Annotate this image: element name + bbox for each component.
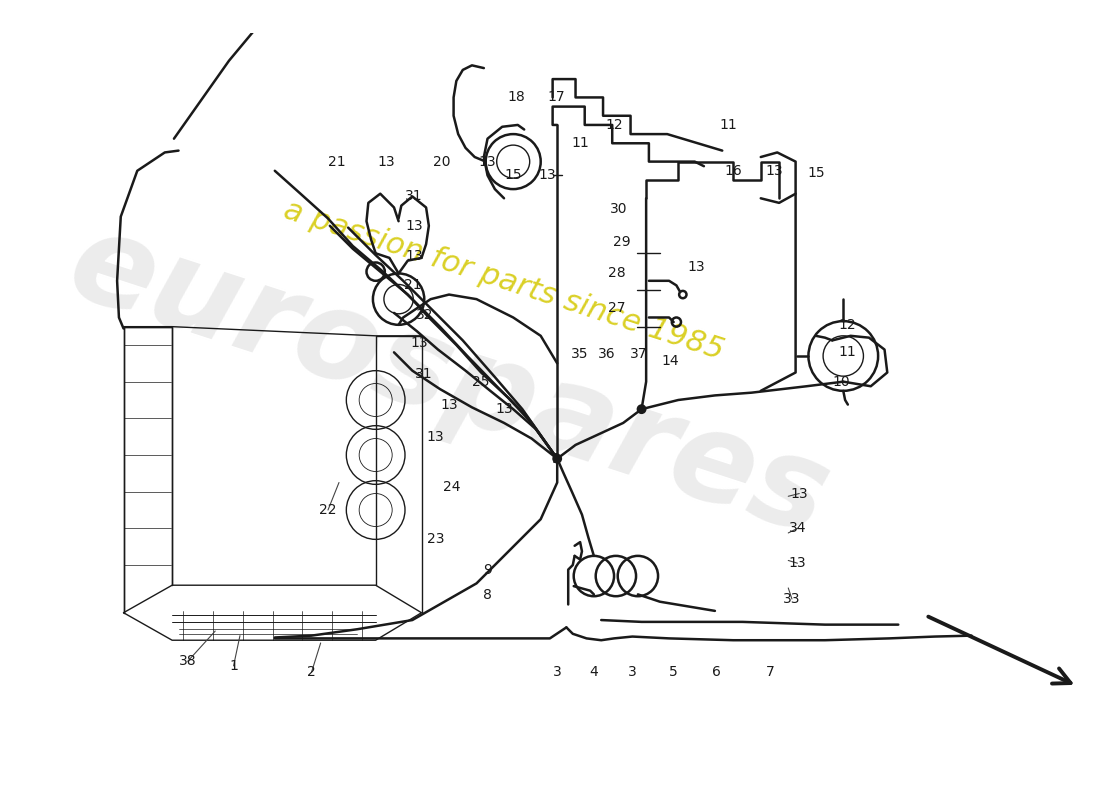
Text: 13: 13 xyxy=(791,486,808,501)
Text: 16: 16 xyxy=(725,164,742,178)
Text: 13: 13 xyxy=(495,402,513,416)
Text: 33: 33 xyxy=(783,592,801,606)
Text: 18: 18 xyxy=(507,90,525,105)
Text: 27: 27 xyxy=(608,302,626,315)
Text: 28: 28 xyxy=(608,266,626,281)
Text: 3: 3 xyxy=(628,666,637,679)
Text: 13: 13 xyxy=(688,260,705,274)
Text: 4: 4 xyxy=(590,666,598,679)
Text: 35: 35 xyxy=(571,347,588,361)
Text: 13: 13 xyxy=(789,556,806,570)
Text: 13: 13 xyxy=(478,154,496,169)
Text: 3: 3 xyxy=(553,666,562,679)
Text: 29: 29 xyxy=(613,235,630,250)
Text: 31: 31 xyxy=(406,190,424,203)
Text: 13: 13 xyxy=(406,218,424,233)
Text: 37: 37 xyxy=(630,347,648,361)
Text: 12: 12 xyxy=(838,318,856,332)
Text: 34: 34 xyxy=(789,522,806,535)
Text: eurospares: eurospares xyxy=(55,202,844,562)
Text: 8: 8 xyxy=(483,588,492,602)
Text: 1: 1 xyxy=(229,659,238,673)
Text: 5: 5 xyxy=(669,666,678,679)
Text: 14: 14 xyxy=(661,354,679,367)
Text: 13: 13 xyxy=(427,430,444,444)
Text: a passion for parts since 1985: a passion for parts since 1985 xyxy=(280,196,728,366)
Text: 30: 30 xyxy=(609,202,627,216)
Text: 21: 21 xyxy=(328,154,346,169)
Text: 3: 3 xyxy=(552,452,561,466)
Text: 11: 11 xyxy=(838,346,856,359)
Text: 7: 7 xyxy=(766,666,774,679)
Text: 23: 23 xyxy=(427,532,444,546)
Text: 13: 13 xyxy=(440,398,458,411)
Text: 15: 15 xyxy=(505,168,522,182)
Text: 31: 31 xyxy=(415,367,432,382)
Text: 20: 20 xyxy=(433,154,450,169)
Text: 24: 24 xyxy=(443,480,461,494)
Text: 9: 9 xyxy=(483,562,492,577)
Text: 32: 32 xyxy=(416,308,433,322)
Text: 11: 11 xyxy=(571,136,588,150)
Text: 13: 13 xyxy=(406,249,424,263)
Text: 25: 25 xyxy=(472,374,490,389)
Text: 12: 12 xyxy=(605,118,623,132)
Text: 13: 13 xyxy=(378,154,396,169)
Text: 17: 17 xyxy=(548,90,565,105)
Text: 10: 10 xyxy=(833,374,850,389)
Text: 13: 13 xyxy=(411,336,429,350)
Text: 21: 21 xyxy=(404,278,421,292)
Text: 11: 11 xyxy=(719,118,737,132)
Circle shape xyxy=(553,455,561,462)
Text: 13: 13 xyxy=(538,168,556,182)
Text: 2: 2 xyxy=(307,666,316,679)
Text: 13: 13 xyxy=(766,164,783,178)
Text: 22: 22 xyxy=(319,503,337,517)
Text: 15: 15 xyxy=(807,166,825,180)
Text: 36: 36 xyxy=(598,347,616,361)
Circle shape xyxy=(638,406,646,413)
Text: 6: 6 xyxy=(713,666,722,679)
Text: 38: 38 xyxy=(179,654,197,668)
